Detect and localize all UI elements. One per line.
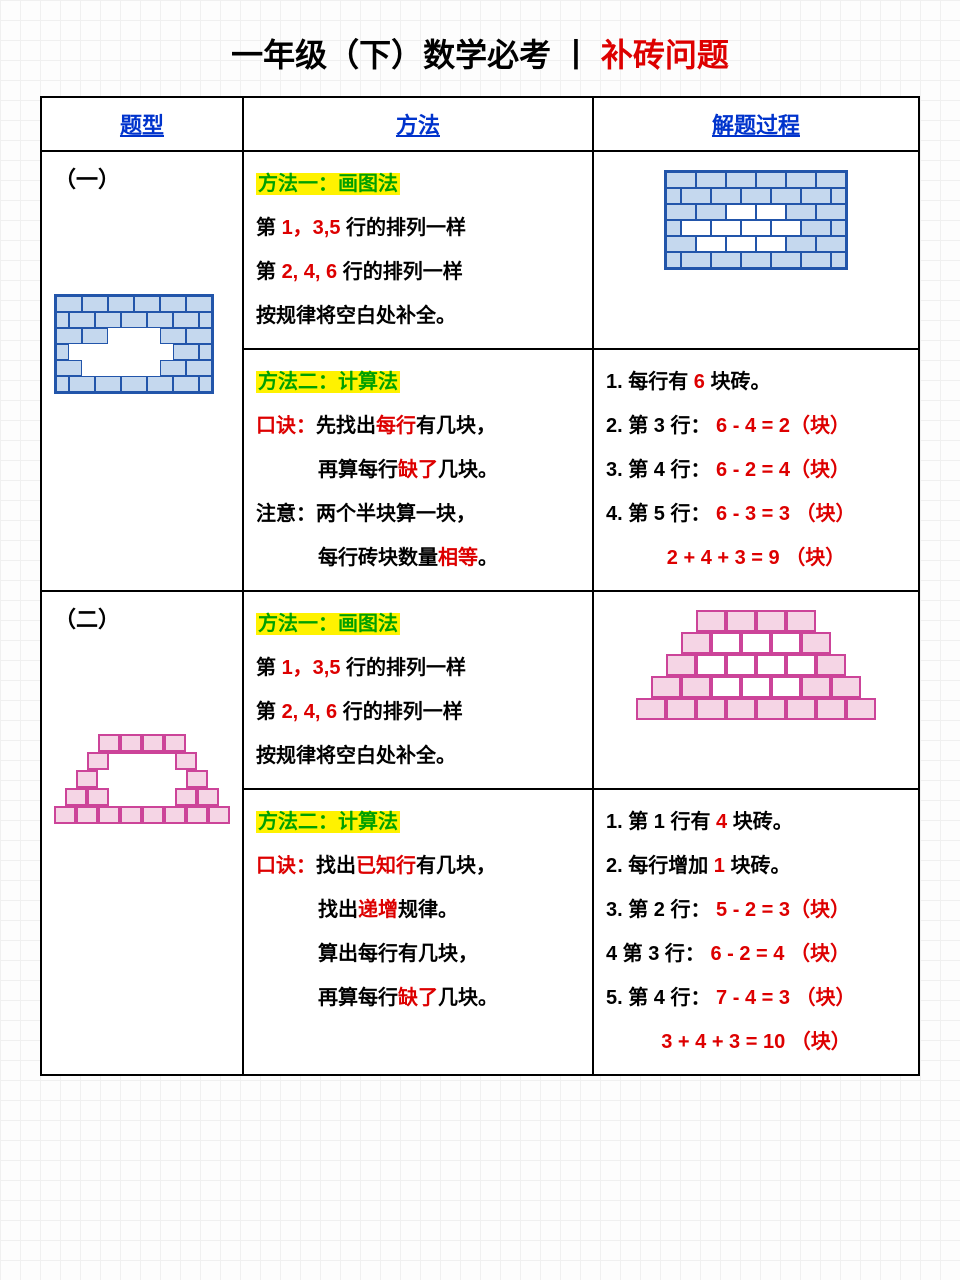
section2-solution1 <box>593 591 919 789</box>
section1-row1: （一） 方法一：画图法 第 1，3,5 行的排列一样 第 2, 4, 6 行的排… <box>41 151 919 349</box>
section1-steps: 1. 每行有 6 块砖。 2. 第 3 行： 6 - 4 = 2（块） 3. 第… <box>593 349 919 591</box>
s2m1-title: 方法一：画图法 <box>256 613 400 635</box>
brick-wall-problem <box>54 294 214 394</box>
s2m2-title: 方法二：计算法 <box>256 811 400 833</box>
section1-method1: 方法一：画图法 第 1，3,5 行的排列一样 第 2, 4, 6 行的排列一样 … <box>243 151 593 349</box>
section1-solution-diagram <box>606 170 906 270</box>
section2-steps: 1. 第 1 行有 4 块砖。 2. 每行增加 1 块砖。 3. 第 2 行： … <box>593 789 919 1075</box>
section2-col1: （二） <box>41 591 243 1075</box>
section1-num: （一） <box>54 162 120 194</box>
s1m1-title: 方法一：画图法 <box>256 173 400 195</box>
section1-problem-diagram <box>54 294 214 394</box>
section2-row1: （二） 方法一：画图法 第 1，3,5 行的排列一样 第 2, 4, 6 行的排… <box>41 591 919 789</box>
header-col2: 方法 <box>243 97 593 151</box>
section2-problem-diagram <box>54 734 230 824</box>
section2-num: （二） <box>54 602 120 634</box>
section2-method1: 方法一：画图法 第 1，3,5 行的排列一样 第 2, 4, 6 行的排列一样 … <box>243 591 593 789</box>
section2-solution-diagram <box>606 610 906 720</box>
header-col3: 解题过程 <box>593 97 919 151</box>
title-black: 一年级（下）数学必考 丨 <box>231 37 601 73</box>
section1-solution1 <box>593 151 919 349</box>
header-row: 题型 方法 解题过程 <box>41 97 919 151</box>
section1-method2: 方法二：计算法 口诀：先找出每行有几块， 再算每行缺了几块。 注意：两个半块算一… <box>243 349 593 591</box>
section1-col1: （一） <box>41 151 243 591</box>
s1m2-title: 方法二：计算法 <box>256 371 400 393</box>
main-table: 题型 方法 解题过程 （一） 方法一：画图 <box>40 96 920 1076</box>
title-red: 补砖问题 <box>601 37 729 73</box>
section2-method2: 方法二：计算法 口诀：找出已知行有几块， 找出递增规律。 算出每行有几块， 再算… <box>243 789 593 1075</box>
page-title: 一年级（下）数学必考 丨 补砖问题 <box>40 30 920 76</box>
header-col1: 题型 <box>41 97 243 151</box>
